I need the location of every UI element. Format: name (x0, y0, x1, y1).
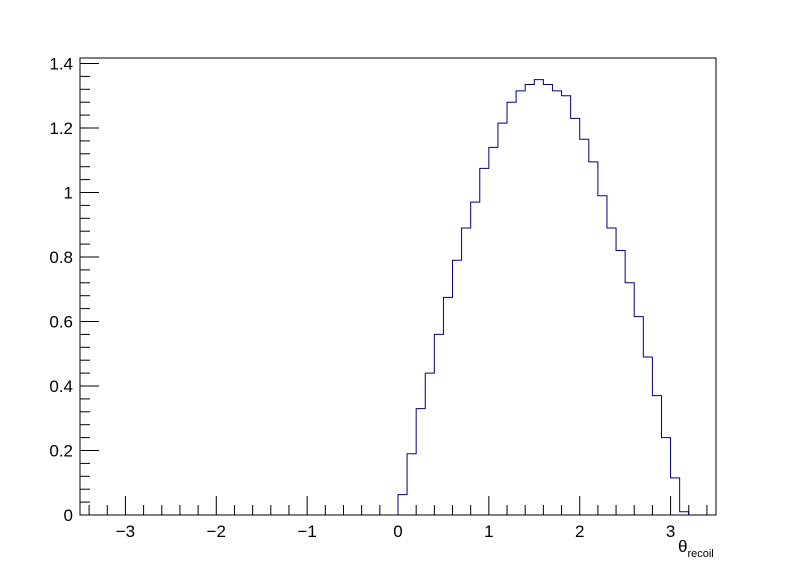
x-tick-label: −3 (116, 522, 135, 541)
x-axis-title-main: θ (678, 537, 687, 556)
x-tick-label: −1 (297, 522, 316, 541)
y-tick-label: 1.4 (49, 55, 73, 74)
x-tick-label: 3 (666, 522, 675, 541)
y-tick-label: 1.2 (49, 119, 73, 138)
y-tick-label: 1 (64, 184, 73, 203)
y-tick-label: 0.4 (49, 377, 73, 396)
x-tick-label: 0 (393, 522, 402, 541)
axis-ticks (80, 63, 708, 516)
x-tick-label: −2 (207, 522, 226, 541)
plot-frame (79, 57, 717, 516)
x-axis-title: θrecoil (678, 537, 714, 560)
y-tick-label: 0.6 (49, 313, 73, 332)
tick-labels: −3 −2 −1 0 1 2 3 0 0.2 0.4 0.6 0.8 1 1.2 1.4 (49, 55, 675, 542)
y-tick-label: 0 (64, 506, 73, 525)
x-axis-title-subscript: recoil (687, 548, 713, 560)
x-tick-label: 1 (484, 522, 493, 541)
y-tick-label: 0.2 (49, 442, 73, 461)
y-tick-label: 0.8 (49, 248, 73, 267)
x-tick-label: 2 (575, 522, 584, 541)
